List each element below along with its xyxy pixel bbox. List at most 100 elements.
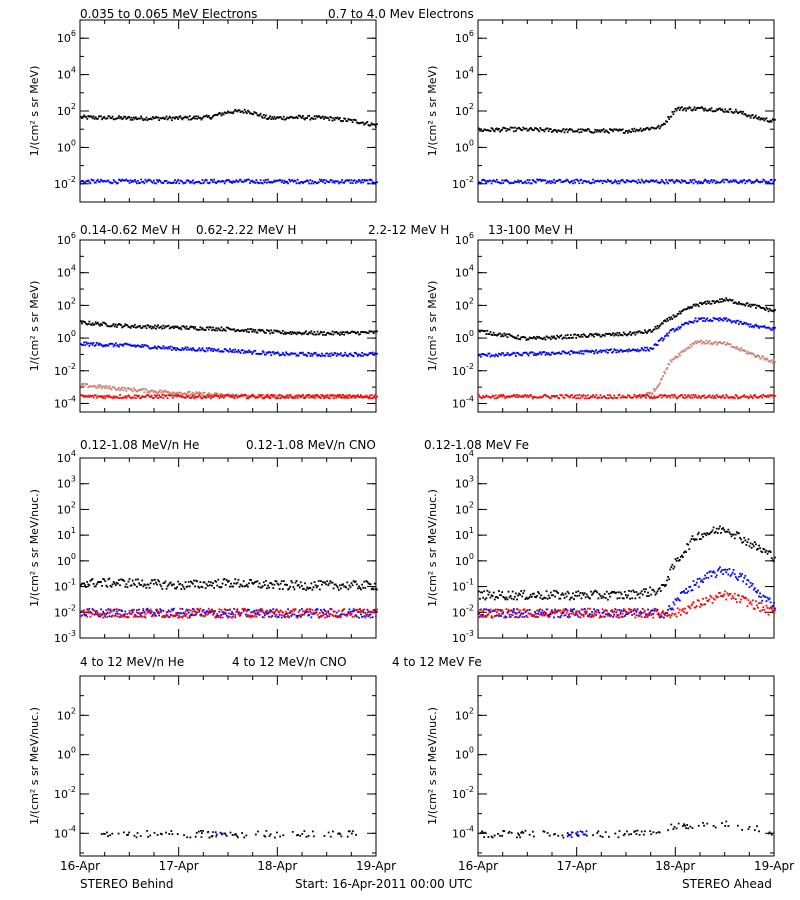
data-point <box>350 397 353 399</box>
data-point <box>368 583 371 585</box>
data-point <box>355 615 358 618</box>
data-point <box>324 333 326 336</box>
data-point <box>149 396 152 398</box>
data-point <box>302 393 304 396</box>
data-point <box>620 349 623 352</box>
data-point <box>162 116 165 119</box>
data-point <box>303 394 305 397</box>
data-point <box>307 351 310 354</box>
data-point <box>92 396 95 399</box>
data-point <box>102 610 104 613</box>
data-point <box>573 179 575 182</box>
data-point <box>641 180 644 183</box>
data-point <box>670 566 673 568</box>
data-point <box>646 394 648 396</box>
data-point <box>309 118 312 121</box>
data-point <box>328 397 331 400</box>
data-point <box>113 614 116 617</box>
data-point <box>256 396 259 399</box>
data-point <box>690 320 693 323</box>
data-point <box>669 568 672 571</box>
data-point <box>744 113 747 115</box>
data-point <box>170 392 173 395</box>
data-point <box>87 342 90 345</box>
data-point <box>678 180 681 183</box>
data-point <box>108 394 111 397</box>
data-point <box>179 394 182 397</box>
data-point <box>767 550 770 553</box>
data-point <box>651 126 654 129</box>
data-point <box>242 111 245 114</box>
data-point <box>199 326 202 329</box>
data-point <box>698 340 700 343</box>
data-point <box>695 396 698 399</box>
data-point <box>276 582 279 585</box>
data-point <box>556 334 559 337</box>
data-point <box>649 180 652 183</box>
data-point <box>94 585 97 588</box>
data-point <box>762 325 765 328</box>
data-point <box>524 611 527 614</box>
data-point <box>373 395 376 398</box>
data-point <box>109 325 112 328</box>
data-point <box>710 179 713 181</box>
data-point <box>690 109 693 112</box>
data-point <box>236 609 239 612</box>
data-point <box>149 608 152 611</box>
data-point <box>305 609 307 612</box>
data-point <box>170 119 173 122</box>
data-point <box>269 611 272 614</box>
data-point <box>99 613 101 615</box>
data-point <box>667 334 670 337</box>
series-2-2-12-mev-h <box>80 382 378 400</box>
data-point <box>254 396 257 399</box>
data-point <box>341 584 343 586</box>
data-point <box>92 115 95 118</box>
data-point <box>542 395 545 397</box>
data-point <box>665 120 667 123</box>
data-point <box>363 608 366 611</box>
data-point <box>184 115 187 118</box>
data-point <box>145 394 148 397</box>
data-point <box>179 607 182 610</box>
data-point <box>509 182 512 184</box>
data-point <box>756 355 758 358</box>
data-point <box>762 547 765 550</box>
data-point <box>243 329 246 332</box>
data-point <box>740 110 742 113</box>
data-point <box>210 581 212 584</box>
data-point <box>299 116 302 118</box>
data-point <box>117 615 119 618</box>
data-point <box>582 352 585 355</box>
data-point <box>291 610 294 613</box>
data-point <box>249 112 251 115</box>
data-point <box>675 397 678 400</box>
data-point <box>353 118 356 121</box>
data-point <box>204 396 207 399</box>
data-point <box>124 585 127 588</box>
data-point <box>129 344 132 347</box>
data-point <box>131 179 134 182</box>
data-point <box>724 343 727 346</box>
data-point <box>606 178 609 181</box>
data-point <box>121 326 124 329</box>
data-point <box>700 538 702 540</box>
data-point <box>90 115 93 118</box>
data-point <box>763 357 766 360</box>
data-point <box>592 333 594 336</box>
data-point <box>576 351 579 354</box>
data-point <box>617 334 620 337</box>
data-point <box>136 118 138 121</box>
data-point <box>128 182 131 184</box>
data-point <box>674 395 677 398</box>
data-point <box>84 394 87 397</box>
data-point <box>505 395 508 398</box>
data-point <box>176 180 178 183</box>
data-point <box>228 327 230 330</box>
data-point <box>617 591 620 594</box>
data-point <box>123 343 126 346</box>
data-point <box>198 393 201 396</box>
data-point <box>545 335 548 338</box>
data-point <box>581 608 584 611</box>
data-point <box>132 609 135 611</box>
